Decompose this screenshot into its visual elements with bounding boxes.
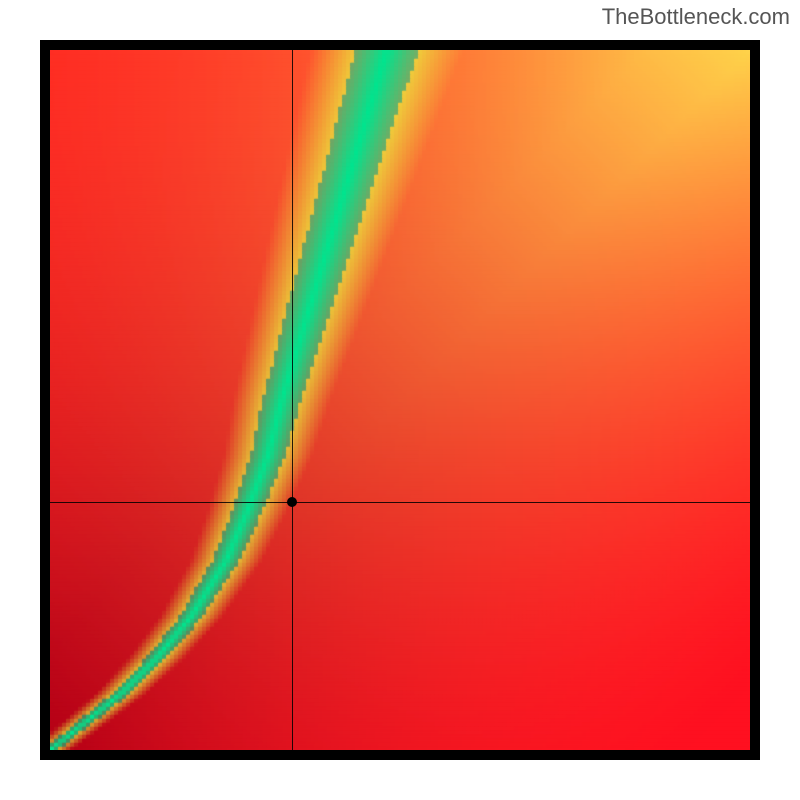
- marker-dot: [287, 497, 297, 507]
- crosshair-vertical: [292, 50, 293, 750]
- bottleneck-heatmap-container: TheBottleneck.com: [0, 0, 800, 800]
- plot-black-frame: [40, 40, 760, 760]
- heatmap-canvas: [50, 50, 750, 750]
- plot-inner: [50, 50, 750, 750]
- crosshair-horizontal: [50, 502, 750, 503]
- source-watermark: TheBottleneck.com: [602, 4, 790, 30]
